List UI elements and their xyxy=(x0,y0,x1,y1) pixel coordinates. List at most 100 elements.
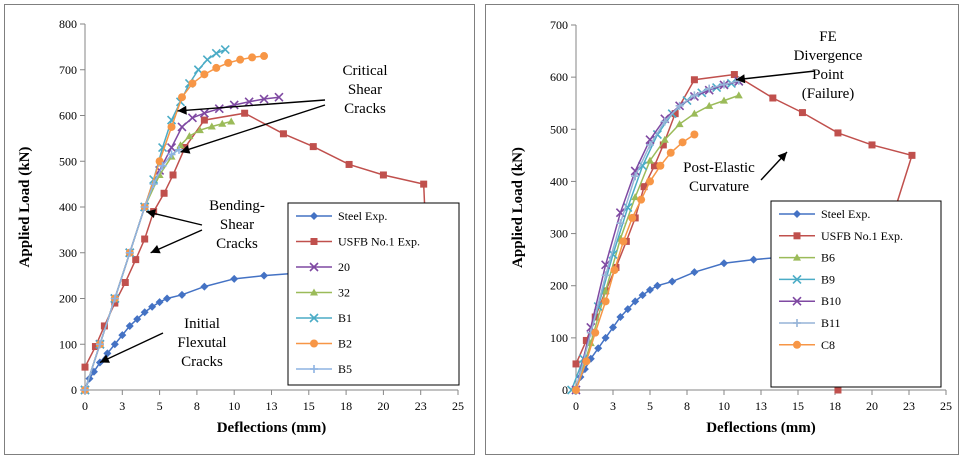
data-point xyxy=(586,354,595,363)
data-point xyxy=(167,150,176,159)
data-point xyxy=(379,171,387,179)
data-point xyxy=(769,94,777,102)
x-tick-label: 20 xyxy=(377,399,389,413)
data-point xyxy=(166,142,177,153)
annotation-arrowhead xyxy=(99,354,110,363)
y-tick-label: 400 xyxy=(59,200,77,214)
annotation-post-elastic-curvature: Post-Elastic Curvature xyxy=(683,160,755,195)
data-point xyxy=(650,162,658,170)
data-point xyxy=(601,333,610,342)
right-chart: 0 100 200 300 400 500 600 700 0 3 5 8 10 13 15 18 20 23 25… xyxy=(510,18,952,436)
x-tick-label: 8 xyxy=(194,399,200,413)
data-point xyxy=(616,313,625,321)
data-point xyxy=(640,183,648,191)
annotation-arrow xyxy=(146,210,203,226)
legend-label: 32 xyxy=(338,286,350,300)
x-tick-label: 8 xyxy=(684,399,690,413)
x-tick-label: 13 xyxy=(266,399,278,413)
data-point xyxy=(177,290,186,299)
legend-swatch-marker xyxy=(309,313,319,323)
data-point xyxy=(671,110,679,118)
data-point xyxy=(163,294,172,303)
legend-label: B5 xyxy=(338,362,352,376)
data-point xyxy=(241,109,249,117)
data-point xyxy=(610,266,619,275)
series-line xyxy=(575,80,739,391)
data-point xyxy=(638,161,648,171)
y-tick-label: 400 xyxy=(550,174,568,188)
y-tick-label: 500 xyxy=(550,122,568,136)
annotation-initial-flexutal-cracks: Initial Flexutal Cracks xyxy=(177,316,226,370)
data-point xyxy=(244,97,254,107)
series-steel-exp- xyxy=(572,253,788,394)
data-point xyxy=(207,122,216,130)
data-point xyxy=(140,308,149,317)
x-tick-label: 3 xyxy=(610,399,616,413)
data-point xyxy=(705,101,714,109)
legend-swatch-marker xyxy=(310,212,318,220)
right-chart-panel: 0 100 200 300 400 500 600 700 0 3 5 8 10 13 15 18 20 23 25… xyxy=(485,4,959,455)
y-axis-title: Applied Load (kN) xyxy=(17,147,33,268)
x-tick-label: 13 xyxy=(755,399,767,413)
annotation-arrowhead xyxy=(180,145,191,154)
annotation-fe-divergence-point-failure-: FE Divergence Point (Failure) xyxy=(794,29,863,102)
data-point xyxy=(236,55,245,64)
x-tick-label: 10 xyxy=(228,399,240,413)
data-point xyxy=(749,255,758,264)
data-point xyxy=(609,323,617,332)
data-point xyxy=(660,135,669,143)
x-tick-label: 20 xyxy=(866,399,878,413)
data-point xyxy=(133,315,142,324)
data-point xyxy=(646,177,654,186)
data-point xyxy=(174,145,183,154)
data-point xyxy=(720,96,728,104)
legend-box xyxy=(770,200,942,388)
legend-swatch-marker xyxy=(793,253,801,261)
data-point xyxy=(628,213,637,222)
legend-swatch-marker xyxy=(793,319,801,327)
data-point xyxy=(690,109,699,117)
data-point xyxy=(230,274,239,283)
data-point xyxy=(218,119,227,127)
annotation-arrowhead xyxy=(177,105,187,115)
data-point xyxy=(630,166,640,176)
annotation-arrowhead xyxy=(777,152,787,162)
data-point xyxy=(572,360,580,368)
data-point xyxy=(653,281,662,290)
data-point xyxy=(155,298,164,307)
data-point xyxy=(188,79,197,88)
x-axis-title: Deflections (mm) xyxy=(217,420,327,436)
y-tick-label: 100 xyxy=(550,331,568,345)
data-point xyxy=(572,386,580,394)
data-point xyxy=(582,336,590,344)
data-point xyxy=(668,277,677,286)
data-point xyxy=(141,235,149,243)
x-tick-label: 15 xyxy=(303,399,315,413)
data-point xyxy=(160,189,168,197)
legend-swatch-marker xyxy=(310,365,318,373)
legend-label: Steel Exp. xyxy=(338,209,387,223)
data-point xyxy=(690,91,699,100)
x-tick-label: 15 xyxy=(792,399,804,413)
left-chart: 0 100 200 300 400 500 600 700 800 0 3 5 8 10 13 15 18 20 2… xyxy=(17,17,464,436)
data-point xyxy=(675,120,684,128)
data-point xyxy=(140,203,149,211)
x-tick-label: 25 xyxy=(940,399,952,413)
data-point xyxy=(169,171,177,179)
data-point xyxy=(720,80,728,89)
data-point xyxy=(212,63,221,72)
left-chart-panel: 0 100 200 300 400 500 600 700 800 0 3 5 8 10 13 15 18 20 2… xyxy=(4,4,475,455)
data-point xyxy=(81,363,89,371)
data-point xyxy=(734,91,743,99)
x-tick-label: 25 xyxy=(452,399,464,413)
data-point xyxy=(637,195,646,204)
data-point xyxy=(279,130,287,138)
data-point xyxy=(834,129,842,137)
x-tick-label: 5 xyxy=(647,399,653,413)
data-point xyxy=(229,100,239,110)
legend-swatch-marker xyxy=(309,262,319,272)
data-point xyxy=(200,116,208,124)
data-point xyxy=(200,282,209,291)
data-point xyxy=(91,343,99,351)
data-point xyxy=(601,297,610,306)
